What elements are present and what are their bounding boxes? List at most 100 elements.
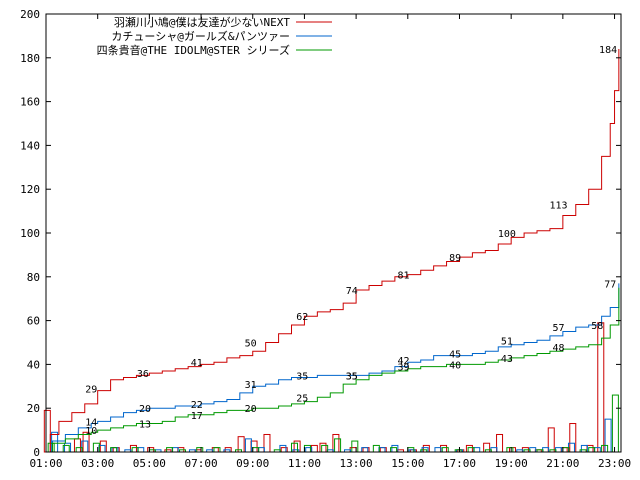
legend: 羽瀬川小鳩@僕は友達が少ないNEXTカチューシャ@ガールズ&パンツァー四条貴音@…: [97, 15, 332, 57]
x-tick-label: 15:00: [391, 457, 424, 470]
x-tick-label: 23:00: [598, 457, 631, 470]
bar: [555, 447, 563, 453]
x-tick-label: 05:00: [133, 457, 166, 470]
bar: [560, 447, 568, 453]
data-label: 74: [346, 286, 358, 297]
bar: [483, 442, 491, 453]
data-label: 35: [346, 371, 358, 382]
data-label: 62: [296, 312, 308, 323]
x-tick-label: 19:00: [495, 457, 528, 470]
bar: [496, 433, 504, 453]
y-tick-label: 140: [20, 139, 40, 152]
bar: [334, 438, 342, 453]
x-tick-label: 09:00: [236, 457, 269, 470]
x-tick-label: 21:00: [546, 457, 579, 470]
bar: [263, 433, 271, 453]
bar: [171, 447, 179, 453]
data-label: 39: [397, 363, 409, 374]
bar: [43, 409, 51, 453]
legend-label: 四条貴音@THE IDOLM@STER シリーズ: [97, 43, 290, 57]
data-label: 17: [191, 411, 203, 422]
data-label: 89: [449, 253, 461, 264]
x-axis: 01:00 03:00 05:00 07:00 09:00 11:00 13:00 15:00…: [29, 14, 631, 470]
data-label: 42: [397, 356, 409, 367]
data-label: 35: [346, 371, 358, 382]
bar: [250, 440, 258, 453]
y-tick-label: 20: [27, 402, 40, 415]
bar: [321, 444, 329, 453]
x-tick-label: 13:00: [340, 457, 373, 470]
data-label: 113: [550, 201, 568, 212]
data-label: 48: [553, 343, 565, 354]
data-label: 20: [245, 404, 257, 415]
series-line-2: [46, 287, 620, 453]
x-tick-label: 17:00: [443, 457, 476, 470]
bar: [75, 447, 83, 453]
bar: [310, 444, 318, 453]
data-label: 77: [604, 279, 616, 290]
y-tick-label: 160: [20, 96, 40, 109]
bar: [137, 447, 145, 453]
labels-layer: 29 36 41 50 62 74 81 89 100 113 184 14 20 22 31 35 35 42 4…: [85, 45, 617, 437]
bar: [562, 447, 570, 453]
y-tick-label: 100: [20, 227, 40, 240]
bar: [211, 447, 219, 453]
data-label: 25: [296, 393, 308, 404]
y-tick-label: 80: [27, 271, 40, 284]
bar: [332, 433, 340, 453]
legend-label: カチューシャ@ガールズ&パンツァー: [111, 29, 290, 43]
bar: [257, 447, 265, 453]
data-label: 41: [191, 358, 203, 369]
data-label: 13: [139, 420, 151, 431]
data-label: 43: [501, 354, 513, 365]
bar: [351, 440, 359, 453]
x-tick-label: 01:00: [29, 457, 62, 470]
bar: [611, 394, 619, 453]
data-label: 51: [501, 336, 513, 347]
data-label: 29: [85, 384, 97, 395]
bar: [349, 447, 357, 453]
data-label: 40: [449, 360, 461, 371]
bar: [588, 447, 596, 453]
bar: [490, 447, 498, 453]
y-axis: 0 20 40 60 80 100 120 140 160 180 200: [20, 8, 621, 459]
bar: [372, 444, 380, 453]
lines-layer: [46, 49, 620, 453]
bar: [213, 447, 221, 453]
data-label: 81: [397, 271, 409, 282]
bar: [131, 447, 139, 453]
bar: [252, 447, 260, 453]
bar: [547, 427, 555, 453]
y-tick-label: 180: [20, 52, 40, 65]
bar: [319, 442, 327, 453]
bar: [73, 438, 81, 453]
series-line-0: [46, 49, 620, 453]
y-tick-label: 200: [20, 8, 40, 21]
y-tick-label: 40: [27, 358, 40, 371]
bar: [529, 447, 537, 453]
bar: [244, 438, 252, 453]
data-label: 10: [85, 426, 97, 437]
data-label: 50: [245, 339, 257, 350]
y-tick-label: 120: [20, 183, 40, 196]
bar: [465, 444, 473, 453]
bar: [92, 442, 100, 453]
data-label: 35: [296, 371, 308, 382]
data-label: 31: [245, 380, 257, 391]
bar: [542, 447, 550, 453]
bar: [441, 447, 449, 453]
legend-label: 羽瀬川小鳩@僕は友達が少ないNEXT: [114, 15, 290, 29]
x-tick-label: 07:00: [184, 457, 217, 470]
data-label: 184: [599, 45, 617, 56]
data-label: 36: [137, 369, 149, 380]
bar: [597, 322, 605, 453]
bar: [129, 444, 137, 453]
bar: [473, 447, 481, 453]
x-tick-label: 03:00: [81, 457, 114, 470]
y-tick-label: 0: [33, 446, 40, 459]
series-line-1: [46, 283, 620, 453]
data-label: 100: [498, 229, 516, 240]
bar: [440, 444, 448, 453]
data-label: 22: [191, 400, 203, 411]
bar: [586, 444, 594, 453]
